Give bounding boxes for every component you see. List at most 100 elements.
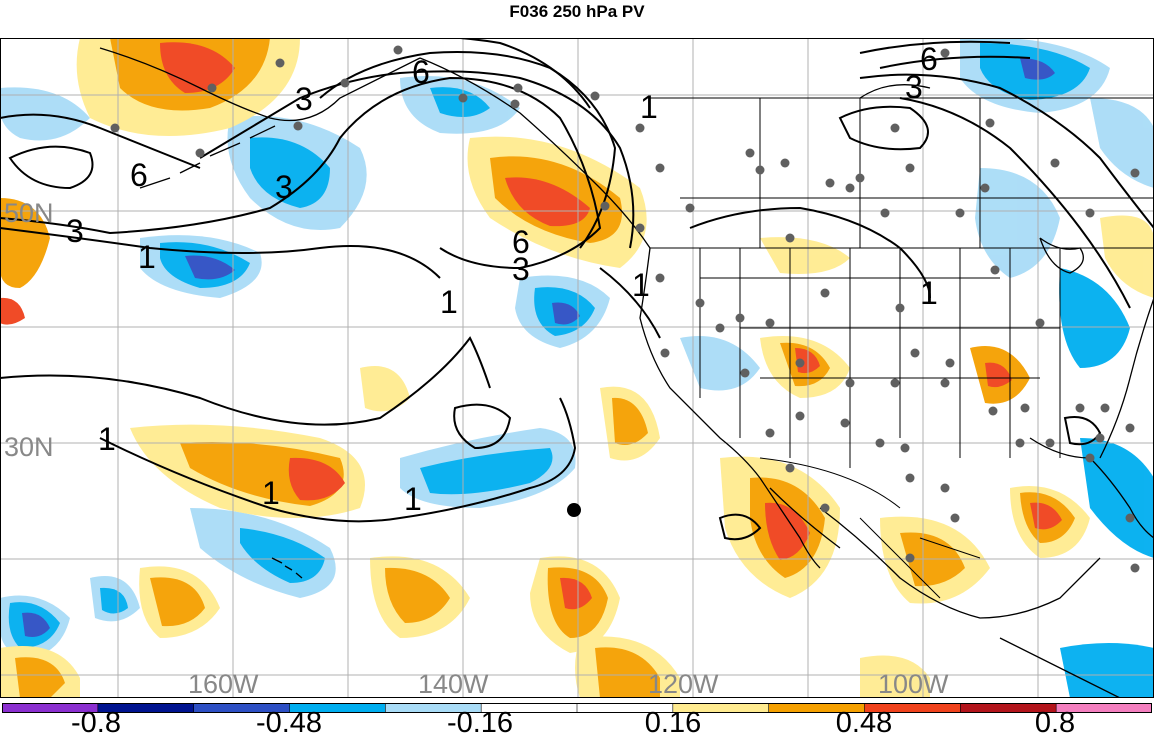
colorbar-segment [2,703,99,713]
contour-label: 3 [275,169,293,205]
colorbar-tick-label: -0.16 [446,707,514,739]
contour-label: 1 [138,239,156,275]
contour-1 [1063,416,1102,446]
positive-region [150,577,205,627]
contour-label-layer: 6 3 6 3 3 1 1 6 3 1 1 1 1 1 6 3 1 [66,41,938,517]
colorbar-tick-label: 0.16 [644,707,702,739]
positive-region [505,177,590,227]
contour-3 [0,113,201,169]
contour-label: 3 [66,213,84,249]
contour-1 [599,267,661,339]
contour-3 [899,97,1131,309]
map-title: F036 250 hPa PV [509,2,645,21]
pv-map: 6 3 6 3 3 1 1 6 3 1 1 1 1 1 6 3 1 50N 30… [0,35,1154,699]
contour-1 [0,227,441,279]
contour-label: 1 [404,481,422,517]
positive-region [985,362,1012,388]
hudson-bay [859,84,931,99]
lon-label: 100W [878,669,949,698]
colorbar-segments [2,703,1152,713]
blue-region [250,137,330,208]
colorbar-tick-label: 0.8 [1034,707,1076,739]
station-dots [110,45,1140,573]
contour-3 [859,73,1154,229]
positive-region [560,577,592,610]
blue-region [22,612,50,637]
positive-region [765,502,810,560]
contour-label: 3 [512,251,530,287]
colorbar [2,703,1152,713]
blue-region [1060,643,1154,698]
contour-label: 3 [905,69,923,105]
positive-region [385,567,450,623]
map-canvas: 6 3 6 3 3 1 1 6 3 1 1 1 1 1 6 3 1 50N 30… [0,35,1154,699]
colorbar-segment [960,703,1057,713]
positive-region [0,198,50,288]
blue-region [1090,98,1154,188]
contour-6 [859,40,1031,69]
colorbar-labels: -0.8 -0.48 -0.16 0.16 0.48 0.8 [0,708,1154,739]
blue-region [0,87,90,141]
contour-label: 1 [262,475,280,511]
contour-3 [199,70,635,249]
positive-region [160,42,235,93]
blue-region [552,302,580,325]
lat-label: 50N [4,198,54,228]
lon-label: 140W [418,669,489,698]
aleutian-islands [139,125,276,189]
contour-label: 1 [440,284,458,320]
blue-region [1059,268,1130,368]
contour-3 [0,76,602,270]
lon-label: 160W [188,669,259,698]
positive-region [15,657,65,698]
blue-region [100,587,128,614]
contour-1 [8,145,94,190]
contour-1 [718,513,762,541]
contour-1 [838,105,929,151]
positive-region [760,237,850,274]
lon-label: 120W [648,669,719,698]
lat-label: 30N [4,432,54,462]
colorbar-tick-label: -0.8 [71,707,121,739]
contour-1 [453,403,512,450]
colorbar-segment [864,703,961,713]
alaska-coast [99,47,421,122]
contour-label: 6 [512,224,530,260]
marker-point [567,503,581,517]
colorbar-segment [577,703,674,713]
state-borders [650,97,1154,599]
colorbar-segment [1056,703,1152,713]
positive-region [595,647,660,698]
colorbar-segment [289,703,386,713]
blue-region [1080,438,1154,558]
colorbar-tick-label: -0.48 [255,707,323,739]
contour-label: 6 [920,41,938,77]
contour-1 [689,206,931,299]
contour-1 [0,336,491,426]
blue-region [420,448,553,495]
positive-region [860,655,930,698]
colorbar-tick-label: 0.48 [835,707,893,739]
coastlines [99,47,1154,699]
central-america [999,637,1121,699]
east-coast [1099,297,1154,459]
contour-label: 1 [98,421,116,457]
lat-lon-grid [0,38,1154,698]
colorbar-segment [481,703,578,713]
gulf-coast [1029,437,1154,539]
baja-california [759,477,841,569]
pv-contours [0,35,1154,541]
blue-region [185,255,235,280]
positive-region [0,297,25,325]
positive-region [288,457,345,501]
mexico-coast [819,507,1101,619]
positive-region [360,366,410,412]
contour-label: 1 [632,267,650,303]
contour-label: 1 [920,275,938,311]
colorbar-segment [385,703,482,713]
hawaii [271,557,303,579]
contour-1 [99,397,577,523]
axis-labels: 50N 30N 160W 140W 120W 100W [4,198,949,699]
contour-label: 3 [295,81,313,117]
blue-region [240,528,325,583]
